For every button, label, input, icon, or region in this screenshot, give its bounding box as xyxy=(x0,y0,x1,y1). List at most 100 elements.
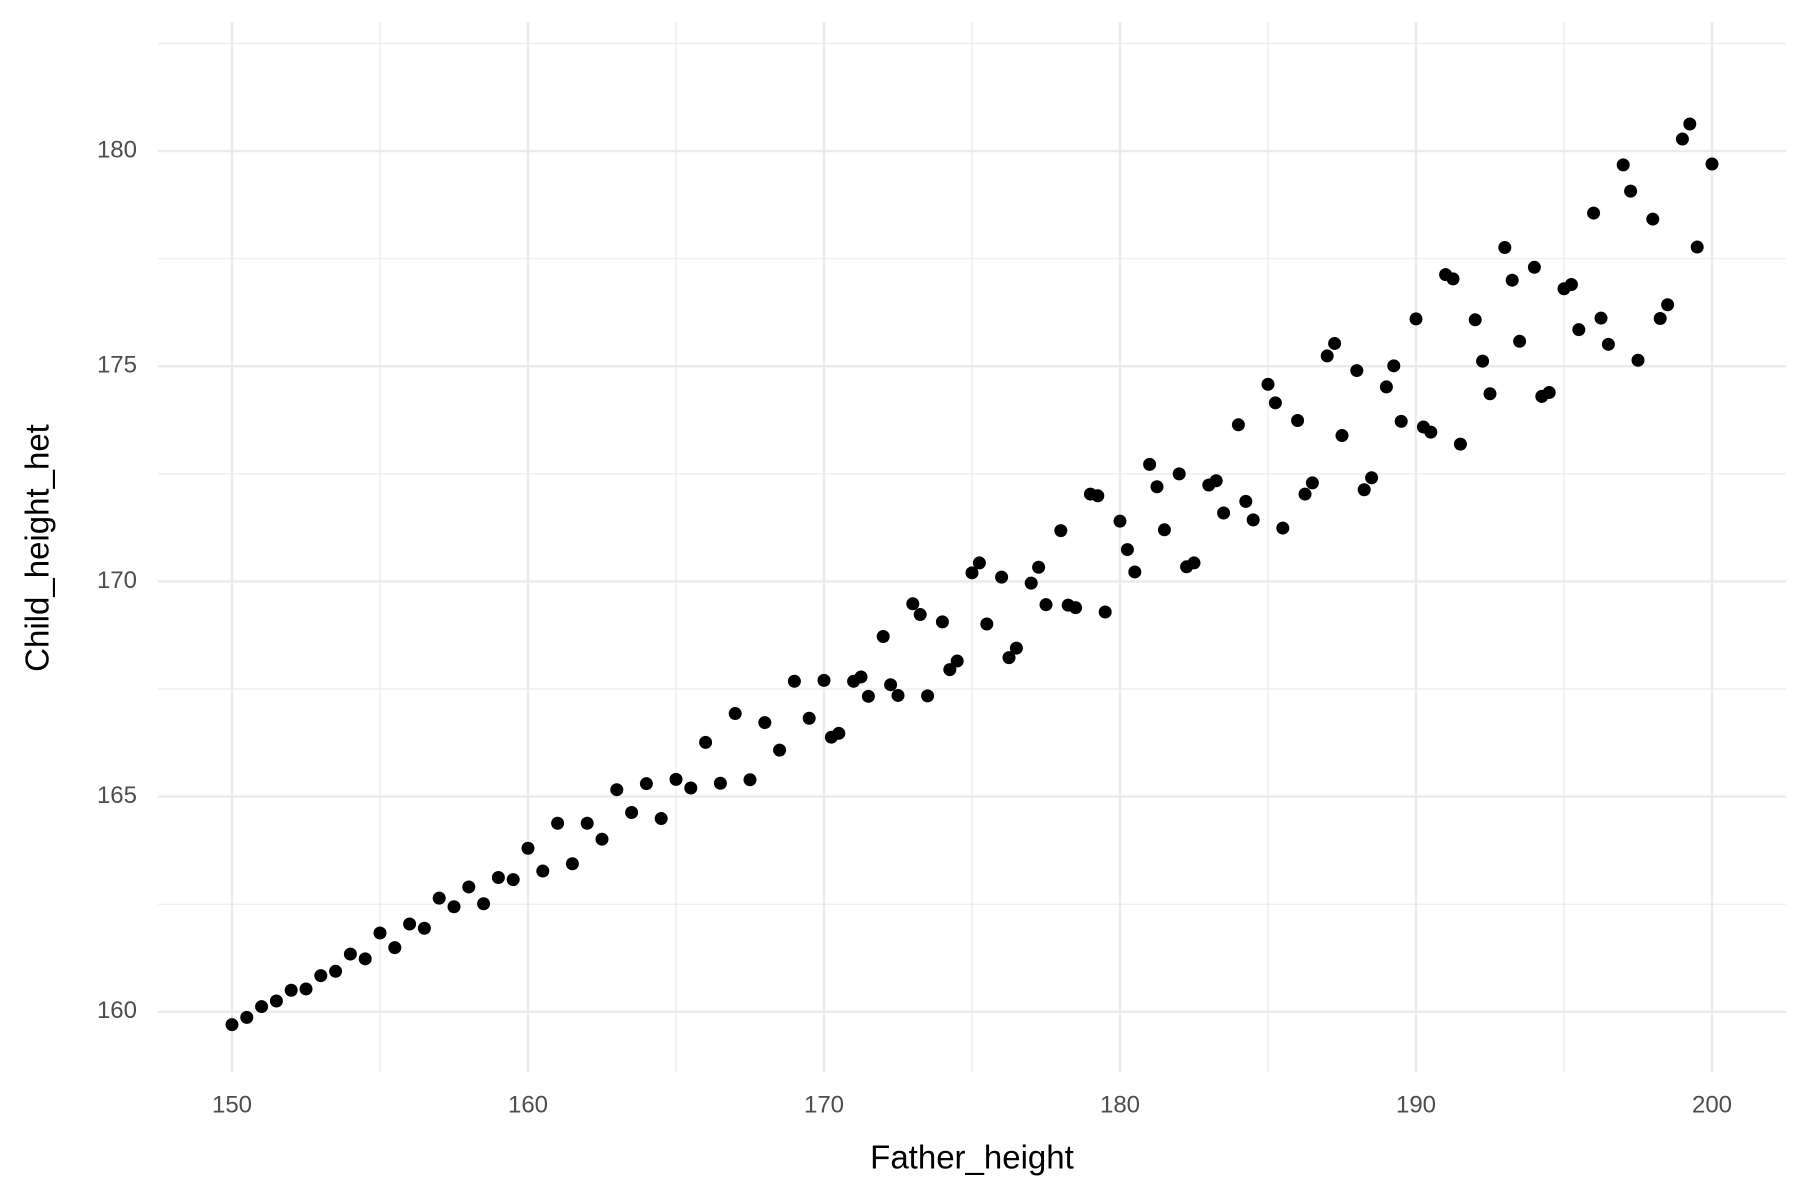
point xyxy=(854,670,868,684)
point xyxy=(1239,494,1253,508)
point xyxy=(743,773,757,787)
grid xyxy=(158,22,1786,1072)
point xyxy=(1476,354,1490,368)
point xyxy=(1157,523,1171,537)
point xyxy=(329,964,343,978)
point xyxy=(1594,311,1608,325)
point xyxy=(1039,598,1053,612)
point xyxy=(1564,278,1578,291)
point xyxy=(225,1018,239,1032)
point xyxy=(314,969,328,983)
point xyxy=(1601,337,1615,351)
point xyxy=(1120,543,1134,557)
point xyxy=(417,921,431,935)
y-tick-label: 160 xyxy=(97,997,137,1024)
point xyxy=(1357,483,1371,497)
x-tick-label: 160 xyxy=(508,1091,548,1118)
point xyxy=(240,1010,254,1024)
point xyxy=(980,617,994,631)
point xyxy=(972,556,986,570)
point xyxy=(447,900,461,914)
point xyxy=(684,781,698,795)
point xyxy=(343,947,357,961)
point xyxy=(432,891,446,905)
point xyxy=(1113,514,1127,528)
point xyxy=(1675,132,1689,146)
point xyxy=(1387,359,1401,373)
point xyxy=(403,917,417,931)
point xyxy=(1172,467,1186,481)
point xyxy=(1209,474,1223,488)
point xyxy=(1143,457,1157,471)
point xyxy=(699,735,713,749)
point xyxy=(1365,471,1379,485)
point xyxy=(773,743,787,757)
point xyxy=(595,832,609,846)
point xyxy=(1572,323,1586,337)
point xyxy=(580,816,594,830)
point xyxy=(1535,389,1549,403)
point xyxy=(943,663,957,677)
point xyxy=(358,952,372,966)
point xyxy=(477,897,491,911)
point xyxy=(861,689,875,703)
point xyxy=(1394,414,1408,428)
x-tick-label: 180 xyxy=(1100,1091,1140,1118)
point xyxy=(1180,560,1194,574)
point xyxy=(1291,413,1305,427)
point xyxy=(1305,476,1319,490)
point xyxy=(1298,487,1312,501)
point xyxy=(1128,565,1142,579)
point xyxy=(462,880,476,894)
point xyxy=(1587,206,1601,220)
point xyxy=(891,688,905,702)
point xyxy=(1335,429,1349,443)
point xyxy=(565,857,579,871)
point xyxy=(758,716,772,730)
point xyxy=(1150,480,1164,494)
point xyxy=(610,783,624,797)
point xyxy=(817,673,831,687)
point xyxy=(551,816,565,830)
point xyxy=(255,1000,269,1014)
point xyxy=(1091,489,1105,503)
point xyxy=(787,674,801,688)
point xyxy=(521,841,535,855)
x-tick-label: 150 xyxy=(212,1091,252,1118)
point xyxy=(1527,260,1541,274)
point xyxy=(1261,377,1275,391)
point xyxy=(1217,506,1231,520)
point xyxy=(913,608,927,622)
x-tick-label: 200 xyxy=(1692,1091,1732,1118)
point xyxy=(1690,240,1704,254)
point xyxy=(1513,334,1527,348)
x-axis-title: Father_height xyxy=(870,1139,1074,1176)
point xyxy=(536,864,550,878)
point xyxy=(935,615,949,629)
point xyxy=(1646,212,1660,226)
x-tick-label: 190 xyxy=(1396,1091,1436,1118)
point xyxy=(1624,184,1638,198)
point xyxy=(906,597,920,611)
point xyxy=(1002,651,1016,665)
point xyxy=(1032,560,1046,574)
point xyxy=(1446,272,1460,286)
point xyxy=(1498,240,1512,254)
point xyxy=(1276,521,1290,535)
point xyxy=(1231,418,1245,432)
point xyxy=(1009,641,1023,655)
point xyxy=(995,570,1009,584)
point xyxy=(713,776,727,790)
point xyxy=(1616,158,1630,172)
y-tick-label: 175 xyxy=(97,352,137,379)
point xyxy=(1705,157,1719,171)
point xyxy=(1268,396,1282,410)
point xyxy=(1483,387,1497,401)
point xyxy=(284,983,298,997)
point xyxy=(1098,605,1112,619)
point xyxy=(1409,312,1423,326)
point xyxy=(1505,273,1519,287)
point xyxy=(1379,380,1393,394)
